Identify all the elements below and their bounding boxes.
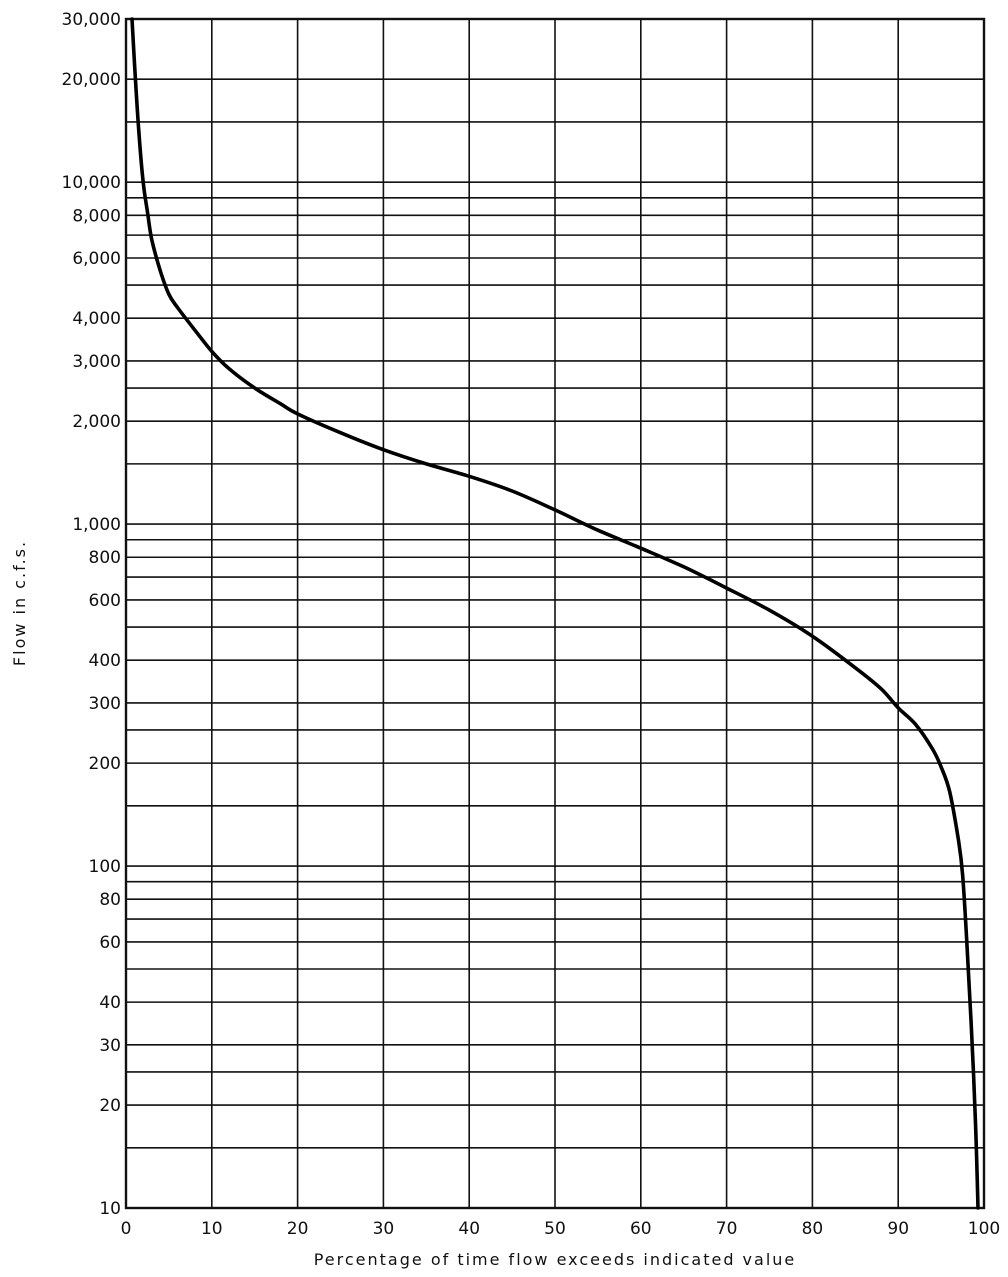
x-tick-label: 0 xyxy=(121,1219,132,1239)
x-axis-title: Percentage of time flow exceeds indicate… xyxy=(314,1250,797,1269)
y-tick-label: 1,000 xyxy=(72,515,121,535)
y-tick-label: 8,000 xyxy=(72,206,121,226)
x-tick-label: 20 xyxy=(287,1219,309,1239)
y-tick-label: 100 xyxy=(89,857,121,877)
flow-duration-curve xyxy=(130,17,980,1210)
x-tick-label: 70 xyxy=(716,1219,738,1239)
x-tick-label: 60 xyxy=(630,1219,652,1239)
y-tick-label: 300 xyxy=(89,694,121,714)
y-tick-label: 600 xyxy=(89,591,121,611)
x-tick-label: 80 xyxy=(802,1219,824,1239)
y-tick-label: 4,000 xyxy=(72,309,121,329)
y-tick-labels: 10 20 30 40 60 80 100 200 300 400 600 800 1,000 2,000… xyxy=(62,10,121,1219)
y-axis-title: Flow in c.f.s. xyxy=(10,540,29,666)
x-tick-labels: 0 10 20 30 40 50 60 70 80 90 100 xyxy=(121,1219,1001,1239)
y-tick-label: 30 xyxy=(99,1036,121,1056)
y-tick-label: 3,000 xyxy=(72,352,121,372)
x-tick-label: 50 xyxy=(544,1219,566,1239)
y-tick-label: 2,000 xyxy=(72,412,121,432)
y-tick-label: 60 xyxy=(99,933,121,953)
y-tick-label: 10 xyxy=(99,1199,121,1219)
y-tick-label: 30,000 xyxy=(62,10,121,30)
y-tick-label: 400 xyxy=(89,651,121,671)
plot-frame xyxy=(124,17,986,1210)
y-tick-label: 40 xyxy=(99,993,121,1013)
y-tick-label: 200 xyxy=(89,754,121,774)
y-tick-label: 80 xyxy=(99,890,121,910)
y-tick-label: 20 xyxy=(99,1096,121,1116)
y-tick-label: 10,000 xyxy=(62,173,121,193)
y-tick-label: 800 xyxy=(89,548,121,568)
x-tick-label: 30 xyxy=(373,1219,395,1239)
x-tick-label: 10 xyxy=(201,1219,223,1239)
x-tick-label: 40 xyxy=(458,1219,480,1239)
x-tick-label: 100 xyxy=(968,1219,1000,1239)
x-tick-label: 90 xyxy=(887,1219,909,1239)
y-tick-label: 6,000 xyxy=(72,249,121,269)
y-tick-label: 20,000 xyxy=(62,70,121,90)
